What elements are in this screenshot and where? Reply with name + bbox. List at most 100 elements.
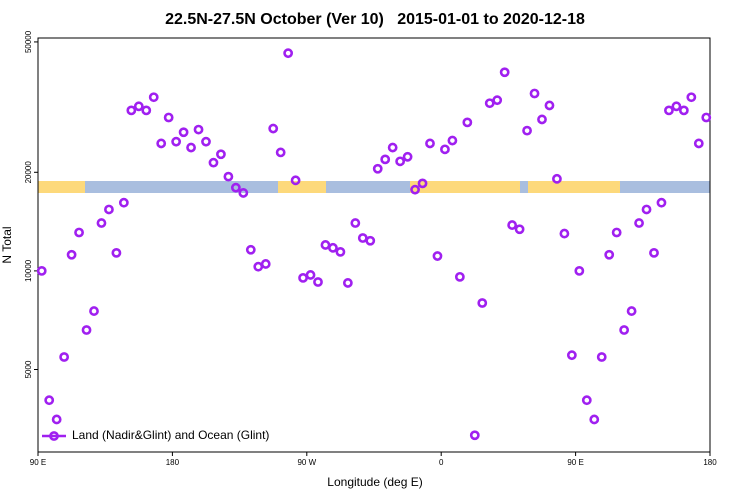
y-tick-label: 5000 bbox=[24, 360, 33, 378]
data-point bbox=[253, 261, 264, 272]
land-band bbox=[410, 181, 520, 193]
data-point bbox=[208, 157, 219, 168]
data-point bbox=[59, 352, 70, 362]
data-point bbox=[619, 325, 630, 335]
data-point bbox=[328, 242, 338, 253]
data-point bbox=[634, 218, 644, 228]
data-point bbox=[432, 251, 443, 261]
y-axis-label: N Total bbox=[0, 226, 14, 263]
data-point bbox=[574, 265, 585, 276]
data-point bbox=[537, 114, 547, 125]
chart-title: 22.5N-27.5N October (Ver 10) 2015-01-01 … bbox=[165, 11, 585, 28]
data-point bbox=[81, 325, 92, 335]
data-point bbox=[507, 220, 518, 230]
x-tick-label: 90 W bbox=[297, 458, 316, 467]
data-point bbox=[201, 136, 211, 147]
data-point bbox=[604, 249, 615, 260]
data-point bbox=[499, 67, 510, 78]
data-point bbox=[163, 112, 174, 123]
data-point bbox=[469, 430, 480, 441]
data-point bbox=[66, 249, 77, 260]
data-point bbox=[357, 233, 368, 243]
data-point bbox=[664, 105, 674, 116]
x-tick-label: 90 E bbox=[30, 458, 46, 467]
data-point bbox=[268, 123, 279, 134]
data-point bbox=[283, 48, 294, 59]
data-point bbox=[641, 204, 652, 215]
data-point bbox=[186, 142, 196, 153]
data-point bbox=[178, 127, 189, 138]
data-point bbox=[365, 235, 376, 246]
data-point bbox=[454, 271, 465, 282]
land-band bbox=[528, 181, 620, 193]
data-point bbox=[96, 218, 107, 228]
data-point bbox=[335, 246, 346, 257]
data-point bbox=[74, 227, 84, 238]
data-point bbox=[275, 147, 286, 158]
data-point bbox=[387, 142, 398, 153]
data-point bbox=[245, 244, 256, 255]
data-point bbox=[36, 265, 47, 276]
x-axis-label: Longitude (deg E) bbox=[327, 475, 422, 489]
data-point bbox=[447, 135, 458, 146]
data-point bbox=[216, 149, 226, 160]
x-tick-label: 180 bbox=[166, 458, 180, 467]
data-point bbox=[118, 197, 129, 208]
data-point bbox=[678, 105, 689, 116]
data-point bbox=[484, 98, 495, 109]
data-point bbox=[380, 154, 391, 165]
data-point bbox=[492, 95, 503, 106]
data-point bbox=[417, 178, 428, 189]
data-point bbox=[462, 117, 473, 128]
data-point bbox=[626, 306, 637, 316]
data-point bbox=[223, 171, 234, 182]
data-point bbox=[350, 218, 361, 228]
x-tick-label: 90 E bbox=[567, 458, 583, 467]
data-point bbox=[44, 395, 55, 406]
y-tick-label: 50000 bbox=[24, 30, 33, 53]
data-point bbox=[111, 247, 122, 258]
data-point bbox=[51, 414, 62, 425]
data-point bbox=[298, 272, 308, 283]
x-tick-label: 180 bbox=[703, 458, 717, 467]
data-point bbox=[440, 144, 450, 155]
data-point bbox=[566, 350, 577, 361]
data-point bbox=[260, 259, 271, 269]
data-point bbox=[104, 204, 114, 215]
data-point bbox=[395, 156, 406, 167]
data-point bbox=[290, 175, 301, 186]
data-point bbox=[193, 124, 204, 135]
data-point bbox=[686, 92, 697, 103]
data-point bbox=[148, 92, 159, 103]
data-point bbox=[171, 136, 182, 147]
data-point bbox=[230, 182, 241, 193]
data-point bbox=[410, 184, 420, 195]
data-point bbox=[342, 278, 353, 288]
land-ocean-strip bbox=[38, 181, 710, 193]
data-point bbox=[402, 151, 413, 162]
data-point bbox=[552, 173, 562, 184]
data-point bbox=[313, 277, 323, 287]
plot-frame bbox=[37, 37, 711, 453]
land-band bbox=[38, 181, 85, 193]
data-point bbox=[477, 298, 488, 308]
data-point bbox=[596, 352, 607, 362]
data-point bbox=[649, 247, 659, 258]
data-point bbox=[611, 227, 622, 238]
y-tick-label: 10000 bbox=[24, 259, 33, 282]
data-point bbox=[559, 228, 570, 239]
data-point bbox=[581, 395, 592, 406]
data-point bbox=[372, 163, 383, 174]
data-point bbox=[141, 105, 152, 116]
data-point bbox=[238, 188, 249, 198]
data-point bbox=[320, 240, 331, 250]
data-point bbox=[522, 125, 532, 136]
legend-label: Land (Nadir&Glint) and Ocean (Glint) bbox=[72, 428, 269, 442]
data-point bbox=[425, 138, 435, 149]
legend-marker bbox=[49, 431, 59, 441]
y-tick-label: 20000 bbox=[24, 161, 33, 184]
data-point bbox=[126, 105, 137, 116]
data-point bbox=[133, 101, 144, 112]
data-point bbox=[701, 112, 712, 123]
